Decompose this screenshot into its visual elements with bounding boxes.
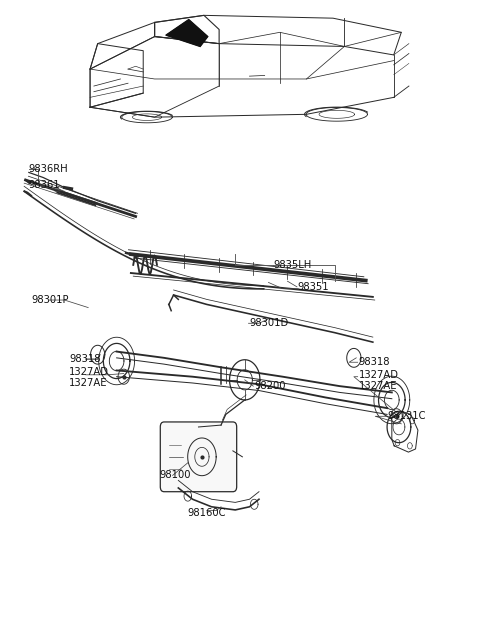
Text: 9836RH: 9836RH <box>29 164 69 174</box>
Text: 9835LH: 9835LH <box>273 261 312 271</box>
Text: 98318: 98318 <box>69 354 101 364</box>
Text: 98301P: 98301P <box>31 295 69 305</box>
Text: 1327AD: 1327AD <box>69 366 109 377</box>
FancyBboxPatch shape <box>160 422 237 492</box>
Text: 1327AE: 1327AE <box>69 378 108 388</box>
Text: 98361: 98361 <box>29 180 60 190</box>
Text: 98200: 98200 <box>254 381 286 391</box>
Text: 1327AD: 1327AD <box>359 370 398 380</box>
Text: 98301D: 98301D <box>250 318 289 328</box>
Text: 98100: 98100 <box>159 470 191 481</box>
Text: 98160C: 98160C <box>188 508 226 518</box>
Polygon shape <box>166 20 208 46</box>
Text: 98131C: 98131C <box>387 411 426 422</box>
Text: 1327AE: 1327AE <box>359 381 397 391</box>
Text: 98351: 98351 <box>297 282 328 292</box>
Text: 98318: 98318 <box>359 357 390 367</box>
